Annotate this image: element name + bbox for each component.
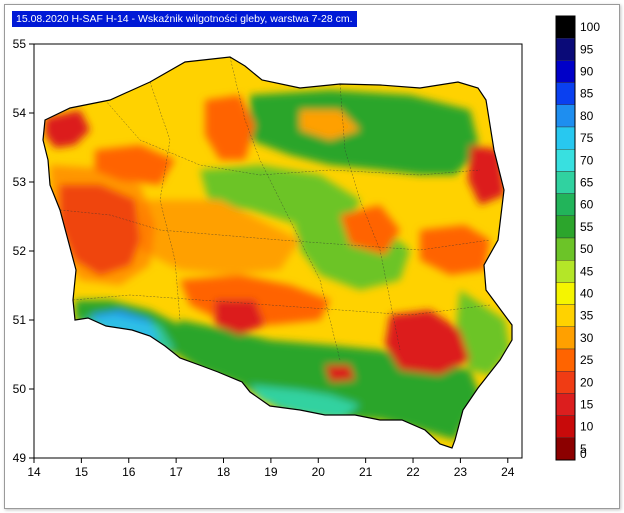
x-tick-label: 18 [217, 465, 231, 479]
legend-label: 0 [580, 447, 587, 461]
legend-swatch [555, 215, 576, 239]
legend-label: 40 [580, 287, 594, 301]
zone-podlasie-dry [420, 225, 490, 275]
y-tick-label: 51 [13, 313, 27, 327]
legend-label: 90 [580, 65, 594, 79]
legend-label: 55 [580, 220, 594, 234]
legend-swatch [555, 326, 576, 350]
legend-label: 50 [580, 242, 594, 256]
x-tick-label: 20 [312, 465, 326, 479]
map-title: 15.08.2020 H-SAF H-14 - Wskaźnik wilgotn… [12, 11, 357, 27]
zone-east-wet [455, 290, 510, 375]
zone-gdansk-dry [205, 95, 255, 160]
x-tick-label: 17 [169, 465, 183, 479]
legend-swatch [555, 171, 576, 194]
legend-swatch [555, 304, 576, 328]
legend-label: 65 [580, 176, 594, 190]
province-boundaries [59, 57, 491, 361]
legend-swatch [555, 82, 576, 105]
x-tick-label: 14 [27, 465, 41, 479]
x-tick-label: 15 [75, 465, 89, 479]
x-tick-label: 23 [454, 465, 468, 479]
zone-lodz-dry [215, 300, 265, 335]
legend-swatch [555, 348, 576, 372]
zone-mazury-dry [300, 110, 360, 140]
legend-label: 60 [580, 198, 594, 212]
x-tick-label: 21 [359, 465, 373, 479]
legend-swatch [555, 60, 576, 83]
legend-label: 30 [580, 331, 594, 345]
legend-swatch [555, 371, 576, 394]
legend-swatch [555, 15, 576, 39]
legend-swatch [555, 282, 576, 305]
legend-swatch [555, 437, 576, 461]
legend-swatch [555, 193, 576, 217]
legend-label: 70 [580, 153, 594, 167]
legend-swatch [555, 148, 576, 172]
legend-label: 75 [580, 131, 594, 145]
zone-south-deep-wet [250, 385, 360, 420]
zone-pomerania-dry [95, 145, 175, 185]
legend-label: 35 [580, 309, 594, 323]
legend-label: 80 [580, 109, 594, 123]
y-tick-label: 53 [13, 175, 27, 189]
y-tick-label: 55 [13, 37, 27, 51]
zone-coast-dry [45, 110, 90, 148]
legend-swatch [555, 237, 576, 261]
legend-label: 20 [580, 375, 594, 389]
legend-label: 10 [580, 420, 594, 434]
legend-swatch [555, 104, 576, 128]
x-tick-label: 24 [501, 465, 515, 479]
zone-southwest-wet [170, 320, 480, 440]
legend-swatch [555, 393, 576, 416]
zone-central-dry [140, 200, 300, 275]
y-tick-label: 49 [13, 451, 27, 465]
legend-label: 85 [580, 87, 594, 101]
y-tick-label: 50 [13, 382, 27, 396]
legend-label: 5 [580, 442, 587, 456]
color-legend: 1009590858075706560555045403530252015105… [555, 15, 600, 461]
zone-west-dry-fringe [50, 165, 155, 285]
x-tick-label: 22 [406, 465, 420, 479]
x-tick-label: 16 [122, 465, 136, 479]
zone-central-east-dry [340, 205, 400, 255]
y-tick-label: 54 [13, 106, 27, 120]
y-tick-label: 52 [13, 244, 27, 258]
legend-label: 95 [580, 42, 594, 56]
legend-swatch [555, 126, 576, 150]
legend-border [555, 15, 576, 461]
legend-label: 100 [580, 20, 600, 34]
zone-east-border-dry [468, 145, 505, 205]
zone-lublin-dry [385, 310, 470, 375]
x-tick-label: 19 [264, 465, 278, 479]
legend-label: 15 [580, 398, 594, 412]
legend-label: 25 [580, 353, 594, 367]
legend-swatch [555, 260, 576, 283]
legend-label: 45 [580, 264, 594, 278]
x-axis: 14 15 16 17 18 19 20 21 22 23 24 [27, 458, 515, 479]
zone-krakow-dry [325, 365, 355, 382]
legend-swatch [555, 38, 576, 61]
legend-swatch [555, 415, 576, 439]
y-axis: 55 54 53 52 51 50 49 [13, 37, 34, 465]
